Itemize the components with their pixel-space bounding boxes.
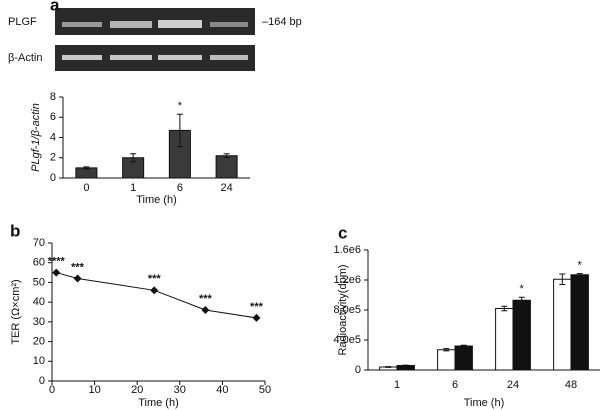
x-axis-label: Time (h) <box>138 397 179 409</box>
bar <box>75 167 98 179</box>
x-tick-label: 0 <box>49 384 55 396</box>
annotation: * <box>178 100 183 112</box>
error-bar <box>83 166 90 170</box>
gel-label: β-Actin <box>8 52 42 64</box>
x-tick-label: 6 <box>177 182 183 194</box>
y-tick-label: 1.6e6 <box>333 244 361 256</box>
error-bar <box>518 296 525 304</box>
x-tick-label: 0 <box>83 182 89 194</box>
point <box>73 274 82 283</box>
x-tick-label: 6 <box>452 379 458 391</box>
y-axis-label: Radioactivity(dpm) <box>337 264 349 355</box>
gel-band <box>210 22 248 27</box>
annotation: *** <box>148 273 162 285</box>
error-bar <box>402 364 409 367</box>
gel-band <box>158 55 202 60</box>
x-tick-label: 24 <box>221 182 233 194</box>
bar <box>512 299 531 371</box>
point <box>252 313 261 322</box>
y-axis-label: TER (Ω×cm²) <box>10 279 22 344</box>
bar <box>437 349 456 371</box>
x-tick-label: 48 <box>565 379 577 391</box>
error-bar <box>385 366 392 368</box>
gel-band <box>110 55 152 60</box>
y-tick-label: 6 <box>50 111 56 123</box>
y-tick-label: 8 <box>50 91 56 103</box>
y-tick-label: 0 <box>39 375 45 387</box>
y-tick-label: 4.0e5 <box>333 334 361 346</box>
y-tick-label: 10 <box>33 355 45 367</box>
panel-label: b <box>10 221 20 240</box>
y-tick-label: 70 <box>33 237 45 249</box>
error-bar <box>443 348 450 352</box>
y-tick-label: 4 <box>50 131 56 143</box>
y-tick-label: 8.0e5 <box>333 304 361 316</box>
gel-marker: –164 bp <box>262 16 302 28</box>
y-tick-label: 0 <box>355 364 361 376</box>
error-bar <box>223 153 230 159</box>
x-tick-label: 1 <box>130 182 136 194</box>
y-tick-label: 60 <box>33 257 45 269</box>
annotation: *** <box>199 293 213 305</box>
bar <box>495 308 514 371</box>
annotation: **** <box>48 255 66 267</box>
panel-label: a <box>50 0 60 14</box>
annotation: * <box>520 283 525 295</box>
y-tick-label: 0 <box>50 172 56 184</box>
gel-band <box>62 22 102 27</box>
gel-band <box>158 20 202 28</box>
x-tick-label: 1 <box>394 379 400 391</box>
error-bar <box>576 273 583 277</box>
x-axis-label: Time (h) <box>136 194 177 206</box>
error-bar <box>501 305 508 312</box>
x-tick-label: 30 <box>174 384 186 396</box>
gel-band <box>110 21 152 28</box>
annotation: *** <box>250 301 264 313</box>
y-tick-label: 40 <box>33 296 45 308</box>
panel-label: c <box>338 223 347 242</box>
bar <box>215 155 238 179</box>
annotation: *** <box>71 261 85 273</box>
y-tick-label: 2 <box>50 152 56 164</box>
gel-band <box>62 55 102 60</box>
y-tick-label: 30 <box>33 316 45 328</box>
x-tick-label: 24 <box>507 379 519 391</box>
point <box>150 286 159 295</box>
error-bar <box>130 153 137 163</box>
gel-label: PLGF <box>8 16 37 28</box>
y-axis-label: PLgf-1/β-actin <box>30 103 42 172</box>
error-bar <box>559 273 566 285</box>
bar <box>454 345 473 371</box>
x-tick-label: 20 <box>131 384 143 396</box>
error-bar <box>176 113 183 148</box>
x-axis-label: Time (h) <box>464 397 505 409</box>
y-tick-label: 50 <box>33 276 45 288</box>
y-tick-label: 1.2e6 <box>333 274 361 286</box>
bar <box>553 278 572 371</box>
x-tick-label: 40 <box>216 384 228 396</box>
bar <box>570 274 589 371</box>
x-tick-label: 10 <box>88 384 100 396</box>
y-tick-label: 20 <box>33 335 45 347</box>
gel-band <box>210 55 248 60</box>
gel-plgf <box>55 8 255 35</box>
annotation: * <box>578 260 583 272</box>
point <box>52 268 61 277</box>
error-bar <box>460 344 467 348</box>
point <box>201 306 210 315</box>
x-tick-label: 50 <box>259 384 271 396</box>
